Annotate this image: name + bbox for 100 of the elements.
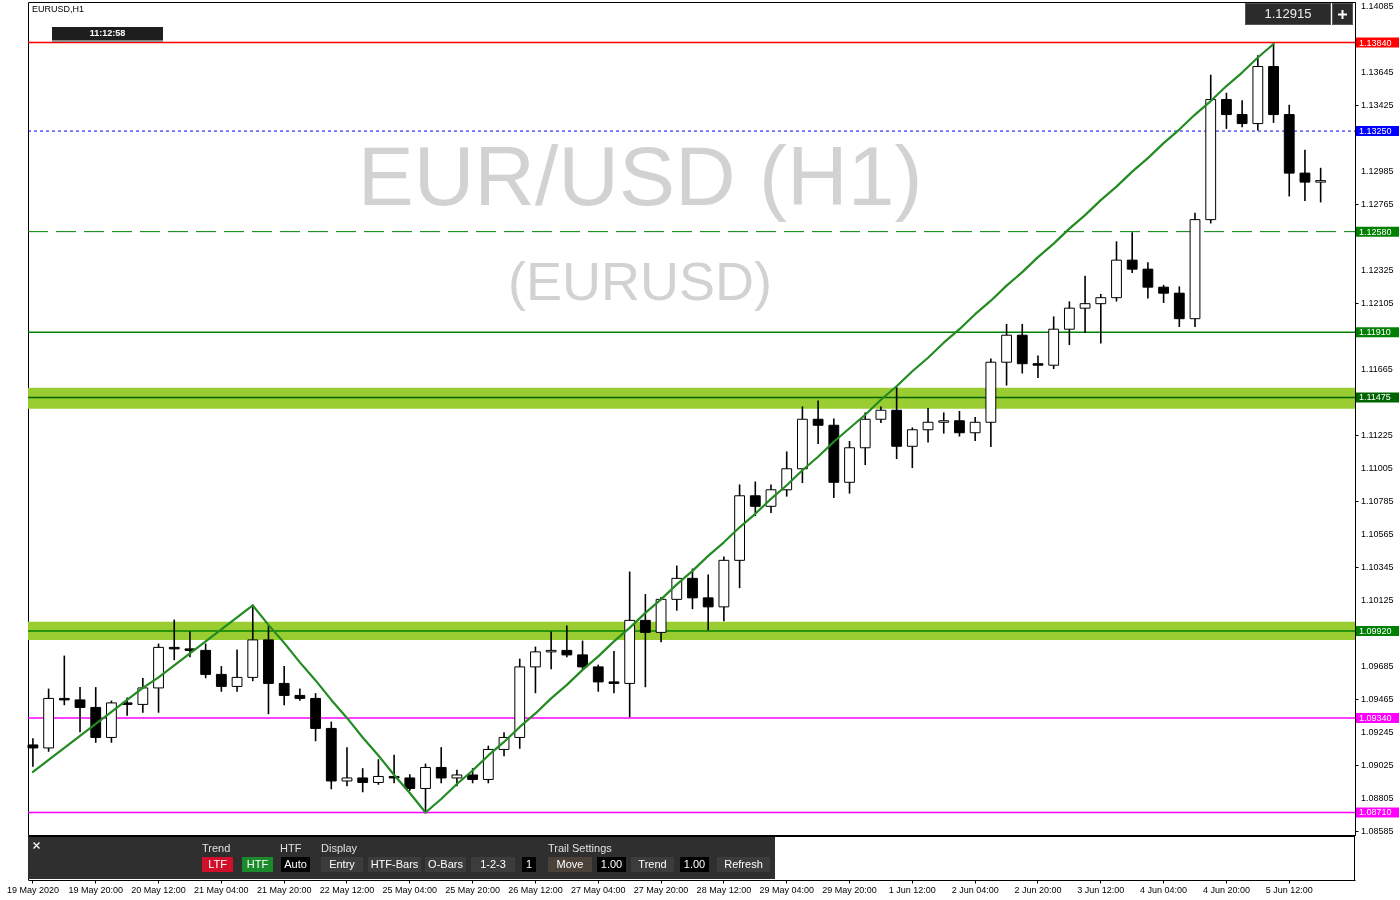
y-tick-label: 1.09245 <box>1361 727 1394 738</box>
candlestick <box>749 481 761 517</box>
x-tick-label: 21 May 20:00 <box>256 884 312 895</box>
candlestick <box>545 631 557 670</box>
button: Move <box>548 857 592 872</box>
candlestick <box>1236 100 1248 128</box>
x-tick-label: 1 Jun 12:00 <box>888 884 936 895</box>
candlestick <box>639 594 651 688</box>
candlestick <box>608 651 620 694</box>
candlestick <box>294 688 306 701</box>
button: 1 <box>522 857 536 872</box>
candlestick <box>1063 301 1075 346</box>
chart-title: EURUSD,H1 <box>32 4 85 14</box>
y-tick-label: 1.10125 <box>1361 595 1394 606</box>
ref-line-label: 1.13250 <box>1359 126 1392 137</box>
button: HTF-Bars <box>368 857 421 872</box>
candlestick <box>420 763 431 814</box>
candlestick <box>577 640 588 670</box>
candlestick <box>1032 355 1044 379</box>
button: Trend <box>631 857 674 872</box>
y-tick-label: 1.12765 <box>1361 198 1394 209</box>
y-tick-label: 1.12105 <box>1361 297 1394 308</box>
y-tick-label: 1.13645 <box>1361 66 1394 77</box>
candlestick <box>372 759 384 785</box>
x-tick-label: 3 Jun 12:00 <box>1077 884 1125 895</box>
y-tick-label: 1.09025 <box>1361 760 1394 771</box>
candlestick <box>58 655 70 706</box>
x-tick-label: 27 May 04:00 <box>570 884 626 895</box>
x-tick-label: 29 May 04:00 <box>759 884 814 895</box>
button: 1-2-3 <box>471 857 515 872</box>
candlestick <box>906 427 918 469</box>
x-tick-label: 4 Jun 20:00 <box>1202 884 1250 895</box>
x-tick-label: 21 May 04:00 <box>194 884 249 895</box>
x-tick-label: 25 May 20:00 <box>445 884 500 895</box>
ref-line-label: 1.13840 <box>1359 37 1392 48</box>
y-tick-label: 1.08585 <box>1361 826 1394 837</box>
candlestick <box>702 574 714 631</box>
candlestick <box>168 619 180 661</box>
y-tick-label: 1.09465 <box>1361 694 1394 705</box>
x-tick-label: 4 Jun 04:00 <box>1140 884 1188 895</box>
ref-line-label: 1.11910 <box>1359 327 1391 338</box>
y-tick-label: 1.11225 <box>1361 430 1393 441</box>
candlestick <box>1079 275 1091 333</box>
candlestick <box>812 400 824 445</box>
button: Auto <box>281 857 310 872</box>
control-panel: Trend LTF HTF HTF Auto Display Entry HTF-Bars O-Bars 1-2-3 1 Trail Settings Move 1.00 Trend 1.00 Refresh <box>28 837 775 879</box>
y-tick-label: 1.10565 <box>1361 529 1394 540</box>
candlestick <box>74 687 86 733</box>
candlestick <box>969 416 981 442</box>
button: LTF <box>202 857 233 872</box>
candlestick <box>137 678 149 713</box>
candlestick <box>1221 92 1232 129</box>
x-tick-label: 22 May 12:00 <box>319 884 375 895</box>
candlestick <box>922 407 934 443</box>
y-tick-label: 1.11665 <box>1361 363 1393 374</box>
button: 1.00 <box>680 857 709 872</box>
candlestick <box>592 664 604 692</box>
candlestick <box>938 412 950 434</box>
ref-line-label: 1.08710 <box>1359 807 1392 818</box>
candlestick <box>954 410 965 437</box>
candlestick <box>435 747 447 784</box>
x-tick-label: 26 May 12:00 <box>508 884 563 895</box>
candlestick <box>231 649 243 692</box>
x-tick-label: 20 May 12:00 <box>131 884 186 895</box>
button: Refresh <box>717 857 770 872</box>
y-tick-label: 1.09685 <box>1361 661 1394 672</box>
button: O-Bars <box>425 857 466 872</box>
x-tick-label: 29 May 20:00 <box>822 884 877 895</box>
y-tick-label: 1.12325 <box>1361 264 1394 275</box>
candlestick <box>388 754 400 784</box>
candlestick <box>341 747 353 787</box>
candlestick <box>184 631 196 658</box>
candlestick <box>530 646 541 694</box>
candlestick <box>1095 293 1107 344</box>
ref-line-label: 1.09920 <box>1359 625 1392 636</box>
y-tick-label: 1.13425 <box>1361 99 1394 110</box>
y-tick-label: 1.11005 <box>1361 463 1393 474</box>
x-tick-label: 28 May 12:00 <box>696 884 752 895</box>
x-tick-label: 2 Jun 20:00 <box>1014 884 1062 895</box>
candlestick <box>561 625 573 658</box>
ref-line-label: 1.09340 <box>1359 712 1392 723</box>
y-tick-label: 1.14085 <box>1361 0 1394 11</box>
x-tick-label: 2 Jun 04:00 <box>951 884 999 895</box>
y-tick-label: 1.10785 <box>1361 496 1394 507</box>
x-tick-label: 19 May 20:00 <box>68 884 123 895</box>
button: 1.00 <box>597 857 626 872</box>
candlestick <box>215 666 227 692</box>
candlestick <box>1315 167 1327 203</box>
candlestick <box>1142 262 1154 299</box>
y-tick-label: 1.10345 <box>1361 562 1394 573</box>
y-tick-label: 1.08805 <box>1361 793 1394 804</box>
candlestick <box>278 666 290 706</box>
y-tick-label: 1.12985 <box>1361 165 1394 176</box>
candlestick <box>1299 149 1311 201</box>
x-tick-label: 5 Jun 12:00 <box>1265 884 1313 895</box>
button: HTF <box>242 857 273 872</box>
button: Entry <box>321 857 363 872</box>
line-series <box>31 42 1275 814</box>
x-tick-label: 27 May 20:00 <box>633 884 689 895</box>
x-tick-label: 25 May 04:00 <box>382 884 438 895</box>
